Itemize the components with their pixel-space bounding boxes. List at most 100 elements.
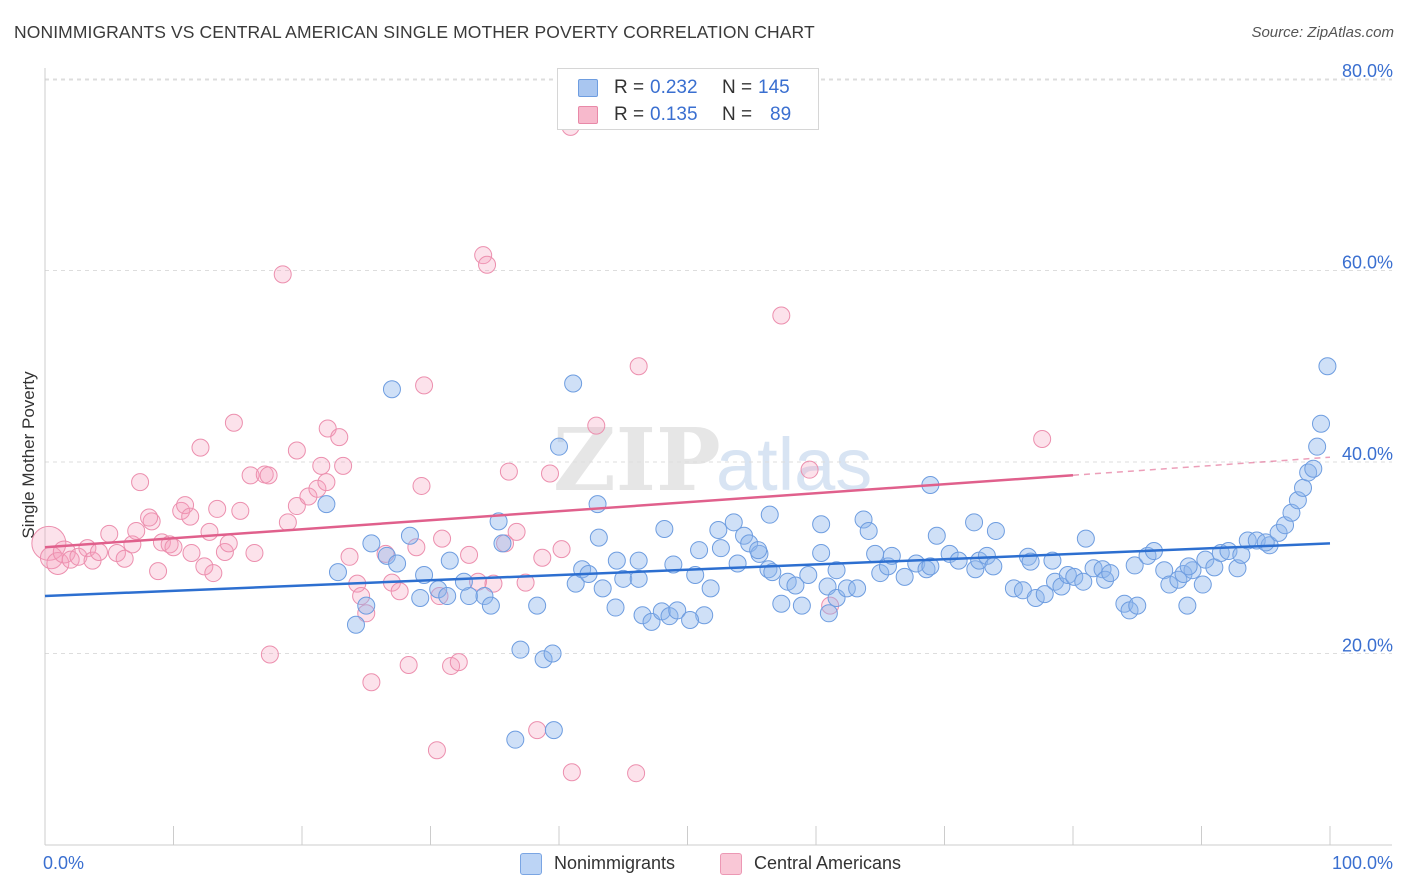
point-nonimmigrant bbox=[633, 606, 652, 625]
point-nonimmigrant bbox=[792, 596, 811, 615]
point-nonimmigrant bbox=[965, 513, 984, 532]
point-nonimmigrant bbox=[1308, 437, 1327, 456]
central-americans-points bbox=[31, 117, 1052, 783]
point-central-american bbox=[587, 416, 606, 435]
chart-title: NONIMMIGRANTS VS CENTRAL AMERICAN SINGLE… bbox=[14, 22, 815, 42]
point-central-american bbox=[407, 538, 426, 557]
legend-n-label: N = bbox=[722, 104, 753, 125]
point-nonimmigrant bbox=[799, 565, 818, 584]
point-nonimmigrant bbox=[1043, 551, 1062, 570]
chart-source: Source: ZipAtlas.com bbox=[1251, 24, 1394, 41]
point-central-american bbox=[164, 538, 183, 557]
point-nonimmigrant bbox=[328, 563, 347, 582]
y-tick-label: 60.0% bbox=[1342, 253, 1393, 273]
point-central-american bbox=[340, 547, 359, 566]
point-nonimmigrant bbox=[668, 601, 687, 620]
point-central-american bbox=[308, 479, 327, 498]
point-nonimmigrant bbox=[1312, 414, 1331, 433]
point-central-american bbox=[357, 604, 376, 623]
point-central-american bbox=[191, 438, 210, 457]
point-nonimmigrant bbox=[544, 721, 563, 740]
point-central-american bbox=[507, 522, 526, 541]
point-nonimmigrant bbox=[895, 567, 914, 586]
trend-lines bbox=[44, 456, 1331, 598]
legend-label: Central Americans bbox=[754, 853, 902, 873]
point-central-american bbox=[195, 557, 214, 576]
point-nonimmigrant bbox=[1179, 557, 1198, 576]
trendline-nonimmigrants bbox=[44, 542, 1331, 598]
point-nonimmigrant bbox=[866, 544, 885, 563]
point-nonimmigrant bbox=[859, 521, 878, 540]
point-nonimmigrant bbox=[977, 546, 996, 565]
point-nonimmigrant bbox=[614, 569, 633, 588]
point-central-american bbox=[260, 645, 279, 664]
point-nonimmigrant bbox=[966, 560, 985, 579]
point-central-american bbox=[140, 508, 159, 527]
point-central-american bbox=[533, 548, 552, 567]
point-nonimmigrant bbox=[1294, 478, 1313, 497]
point-central-american bbox=[219, 534, 238, 553]
legend-r-label: R = bbox=[614, 104, 645, 125]
point-nonimmigrant bbox=[1193, 575, 1212, 594]
point-central-american bbox=[399, 655, 418, 674]
point-central-american bbox=[317, 473, 336, 492]
point-nonimmigrant bbox=[984, 557, 1003, 576]
x-tick-label: 100.0% bbox=[1332, 853, 1393, 873]
point-central-american bbox=[287, 497, 306, 516]
point-nonimmigrant bbox=[388, 554, 407, 573]
legend-r-value: 0.232 bbox=[650, 77, 698, 98]
point-nonimmigrant bbox=[812, 543, 831, 562]
point-nonimmigrant bbox=[1128, 596, 1147, 615]
point-central-american bbox=[1033, 430, 1052, 449]
point-central-american bbox=[131, 473, 150, 492]
point-nonimmigrant bbox=[528, 596, 547, 615]
x-tick-label: 0.0% bbox=[43, 853, 84, 873]
watermark: ZIP atlas bbox=[553, 410, 872, 511]
legend-swatch-blue bbox=[578, 79, 598, 97]
point-nonimmigrant bbox=[681, 610, 700, 629]
point-nonimmigrant bbox=[475, 587, 494, 606]
point-nonimmigrant bbox=[760, 505, 779, 524]
point-central-american bbox=[46, 551, 70, 575]
point-nonimmigrant bbox=[664, 555, 683, 574]
legend-swatch-pink bbox=[720, 853, 742, 875]
point-central-american bbox=[224, 413, 243, 432]
point-central-american bbox=[390, 582, 409, 601]
point-nonimmigrant bbox=[1004, 579, 1023, 598]
point-nonimmigrant bbox=[606, 598, 625, 617]
point-nonimmigrant bbox=[1074, 572, 1093, 591]
point-central-american bbox=[299, 487, 318, 506]
point-nonimmigrant bbox=[1304, 459, 1323, 478]
watermark-zip: ZIP bbox=[553, 410, 721, 511]
point-central-american bbox=[627, 764, 646, 783]
point-nonimmigrant bbox=[607, 551, 626, 570]
point-central-american bbox=[259, 466, 278, 485]
point-nonimmigrant bbox=[440, 551, 459, 570]
legend-n-value: 145 bbox=[758, 77, 790, 98]
y-tick-label: 40.0% bbox=[1342, 444, 1393, 464]
point-nonimmigrant bbox=[543, 644, 562, 663]
point-nonimmigrant bbox=[701, 579, 720, 598]
y-tick-label: 20.0% bbox=[1342, 636, 1393, 656]
point-central-american bbox=[629, 357, 648, 376]
point-nonimmigrant bbox=[1178, 596, 1197, 615]
point-nonimmigrant bbox=[411, 588, 430, 607]
point-nonimmigrant bbox=[772, 594, 791, 613]
point-central-american bbox=[427, 741, 446, 760]
point-central-american bbox=[484, 574, 503, 593]
point-central-american bbox=[215, 543, 234, 562]
point-nonimmigrant bbox=[871, 564, 890, 583]
point-central-american bbox=[287, 441, 306, 460]
point-central-american bbox=[362, 673, 381, 692]
point-nonimmigrant bbox=[1058, 565, 1077, 584]
correlation-legend: R = 0.232 N = 145 R = 0.135 N = 89 bbox=[557, 68, 819, 130]
point-nonimmigrant bbox=[589, 528, 608, 547]
point-nonimmigrant bbox=[690, 541, 709, 560]
point-central-american bbox=[273, 265, 292, 284]
point-central-american bbox=[562, 763, 581, 782]
point-nonimmigrant bbox=[749, 541, 768, 560]
point-nonimmigrant bbox=[1084, 559, 1103, 578]
point-central-american bbox=[528, 721, 547, 740]
point-nonimmigrant bbox=[511, 640, 530, 659]
